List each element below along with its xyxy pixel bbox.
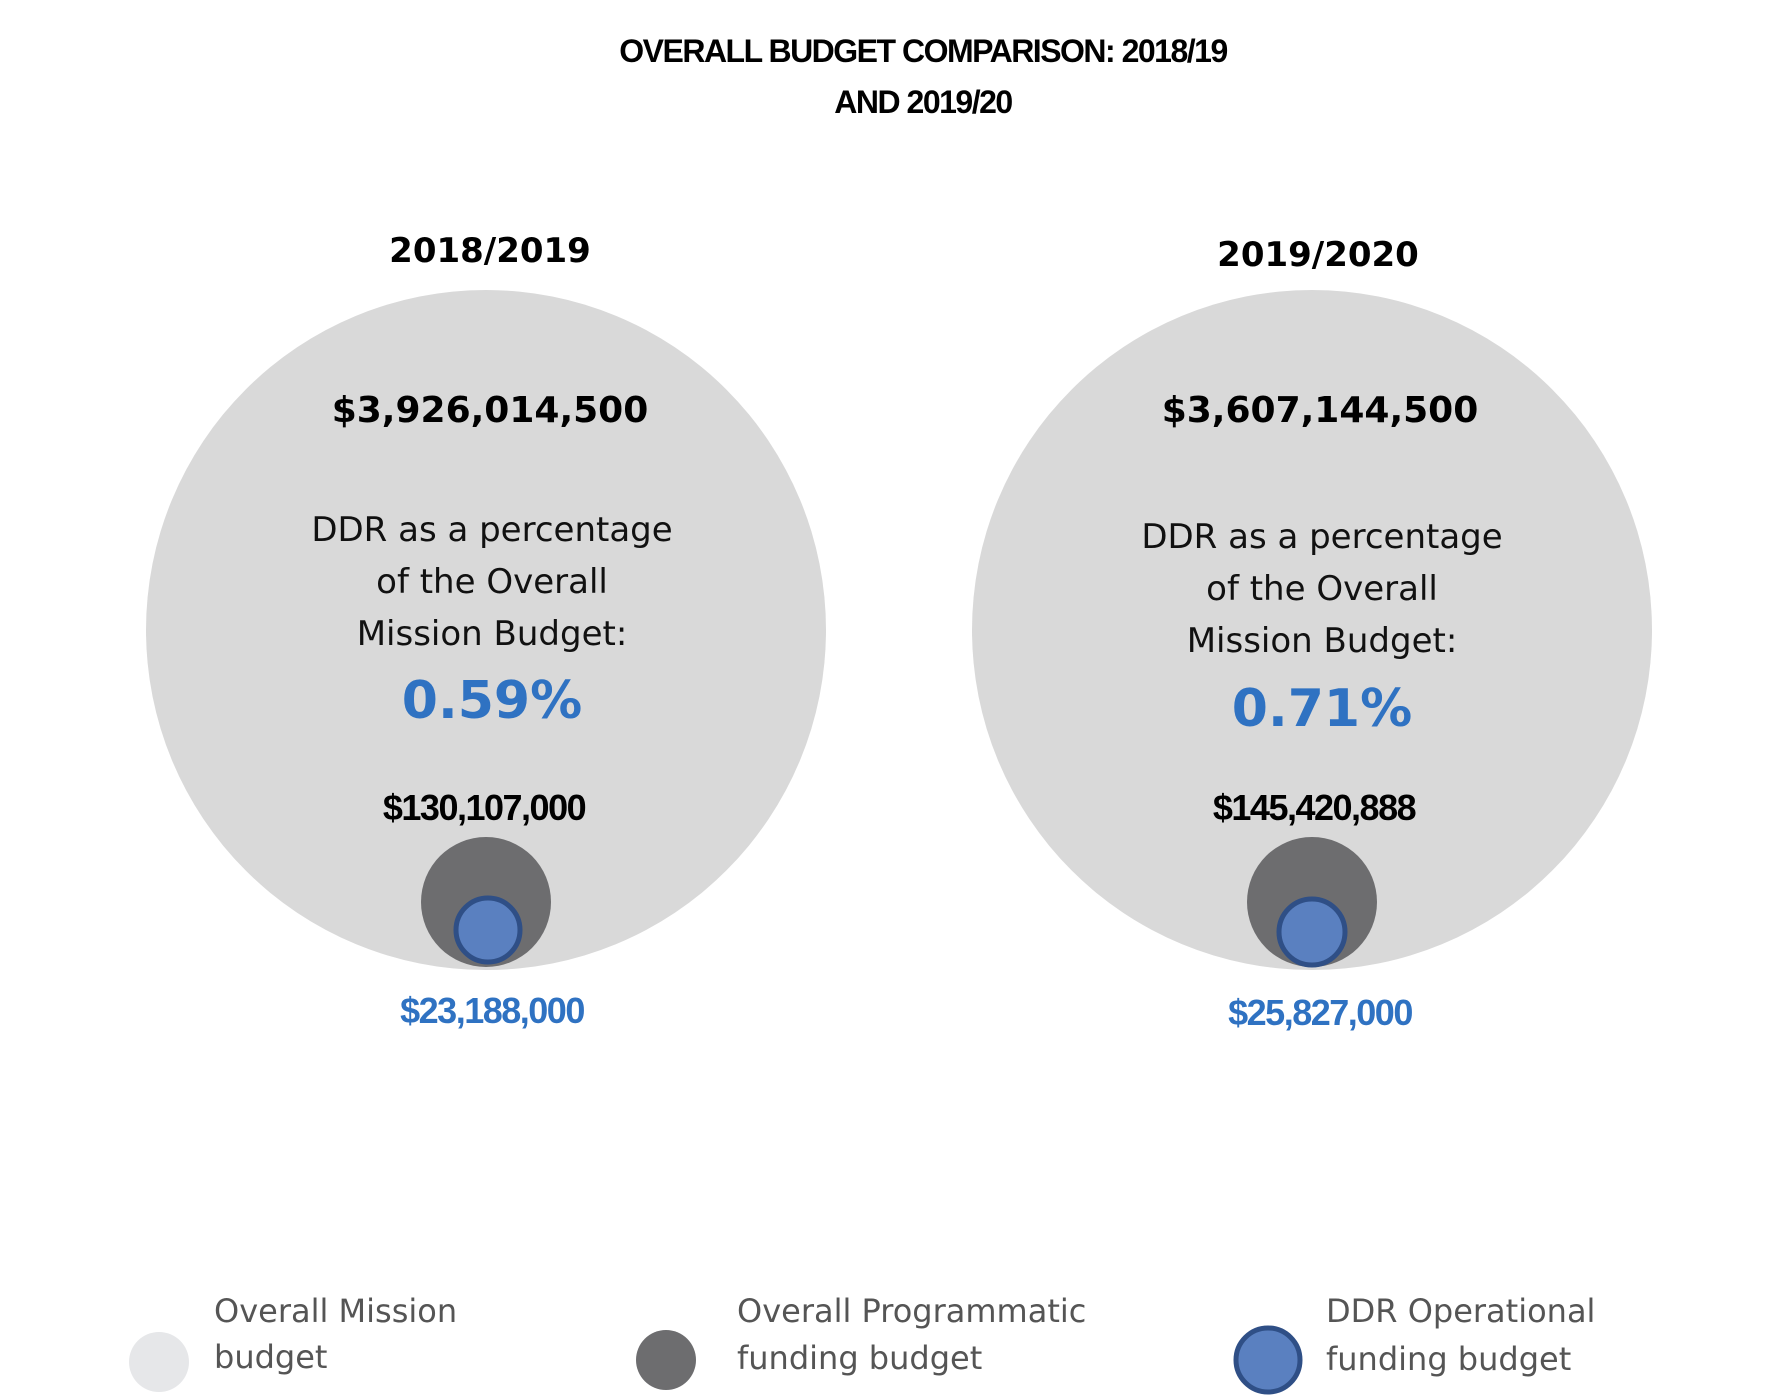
legend: Overall Mission budget Overall Programma… xyxy=(129,1292,1595,1395)
pct-label-line-2: of the Overall xyxy=(1206,569,1438,609)
legend-label-line-2: budget xyxy=(214,1338,327,1376)
pct-label-line-3: Mission Budget: xyxy=(357,614,628,654)
legend-label-line-2: funding budget xyxy=(737,1339,982,1377)
ddr-operational-amount: $25,827,000 xyxy=(1228,992,1412,1033)
legend-swatch-programmatic xyxy=(636,1330,696,1390)
legend-label-line-1: Overall Programmatic xyxy=(737,1292,1086,1330)
legend-label-line-2: funding budget xyxy=(1326,1340,1571,1378)
panel-2018-2019: 2018/2019 $3,926,014,500 DDR as a percen… xyxy=(146,231,826,1031)
pct-value: 0.59% xyxy=(402,671,582,731)
chart-title-line-1: OVERALL BUDGET COMPARISON: 2018/19 xyxy=(619,33,1227,69)
overall-mission-bubble xyxy=(972,290,1652,970)
programmatic-amount: $145,420,888 xyxy=(1213,787,1416,828)
legend-label-line-1: DDR Operational xyxy=(1326,1292,1595,1330)
pct-label-line-1: DDR as a percentage xyxy=(311,510,672,550)
legend-label-line-1: Overall Mission xyxy=(214,1292,457,1330)
legend-item-programmatic: Overall Programmatic funding budget xyxy=(636,1292,1086,1390)
legend-item-ddr: DDR Operational funding budget xyxy=(1233,1292,1595,1395)
chart-title-line-2: AND 2019/20 xyxy=(834,84,1012,120)
legend-item-mission: Overall Mission budget xyxy=(129,1292,457,1392)
ddr-operational-bubble xyxy=(453,895,523,965)
legend-swatch-mission xyxy=(129,1332,189,1392)
overall-mission-bubble xyxy=(146,290,826,970)
pct-label-line-2: of the Overall xyxy=(376,562,608,602)
pct-label-line-1: DDR as a percentage xyxy=(1141,517,1502,557)
programmatic-amount: $130,107,000 xyxy=(383,787,586,828)
ddr-operational-amount: $23,188,000 xyxy=(400,990,584,1031)
overall-mission-amount: $3,607,144,500 xyxy=(1162,390,1479,431)
overall-mission-amount: $3,926,014,500 xyxy=(332,390,649,431)
pct-label-line-3: Mission Budget: xyxy=(1187,621,1458,661)
panel-year: 2018/2019 xyxy=(389,231,591,271)
legend-swatch-ddr xyxy=(1233,1325,1303,1395)
panel-2019-2020: 2019/2020 $3,607,144,500 DDR as a percen… xyxy=(972,235,1652,1033)
ddr-operational-bubble xyxy=(1276,896,1348,968)
pct-value: 0.71% xyxy=(1232,679,1412,739)
panel-year: 2019/2020 xyxy=(1217,235,1419,275)
